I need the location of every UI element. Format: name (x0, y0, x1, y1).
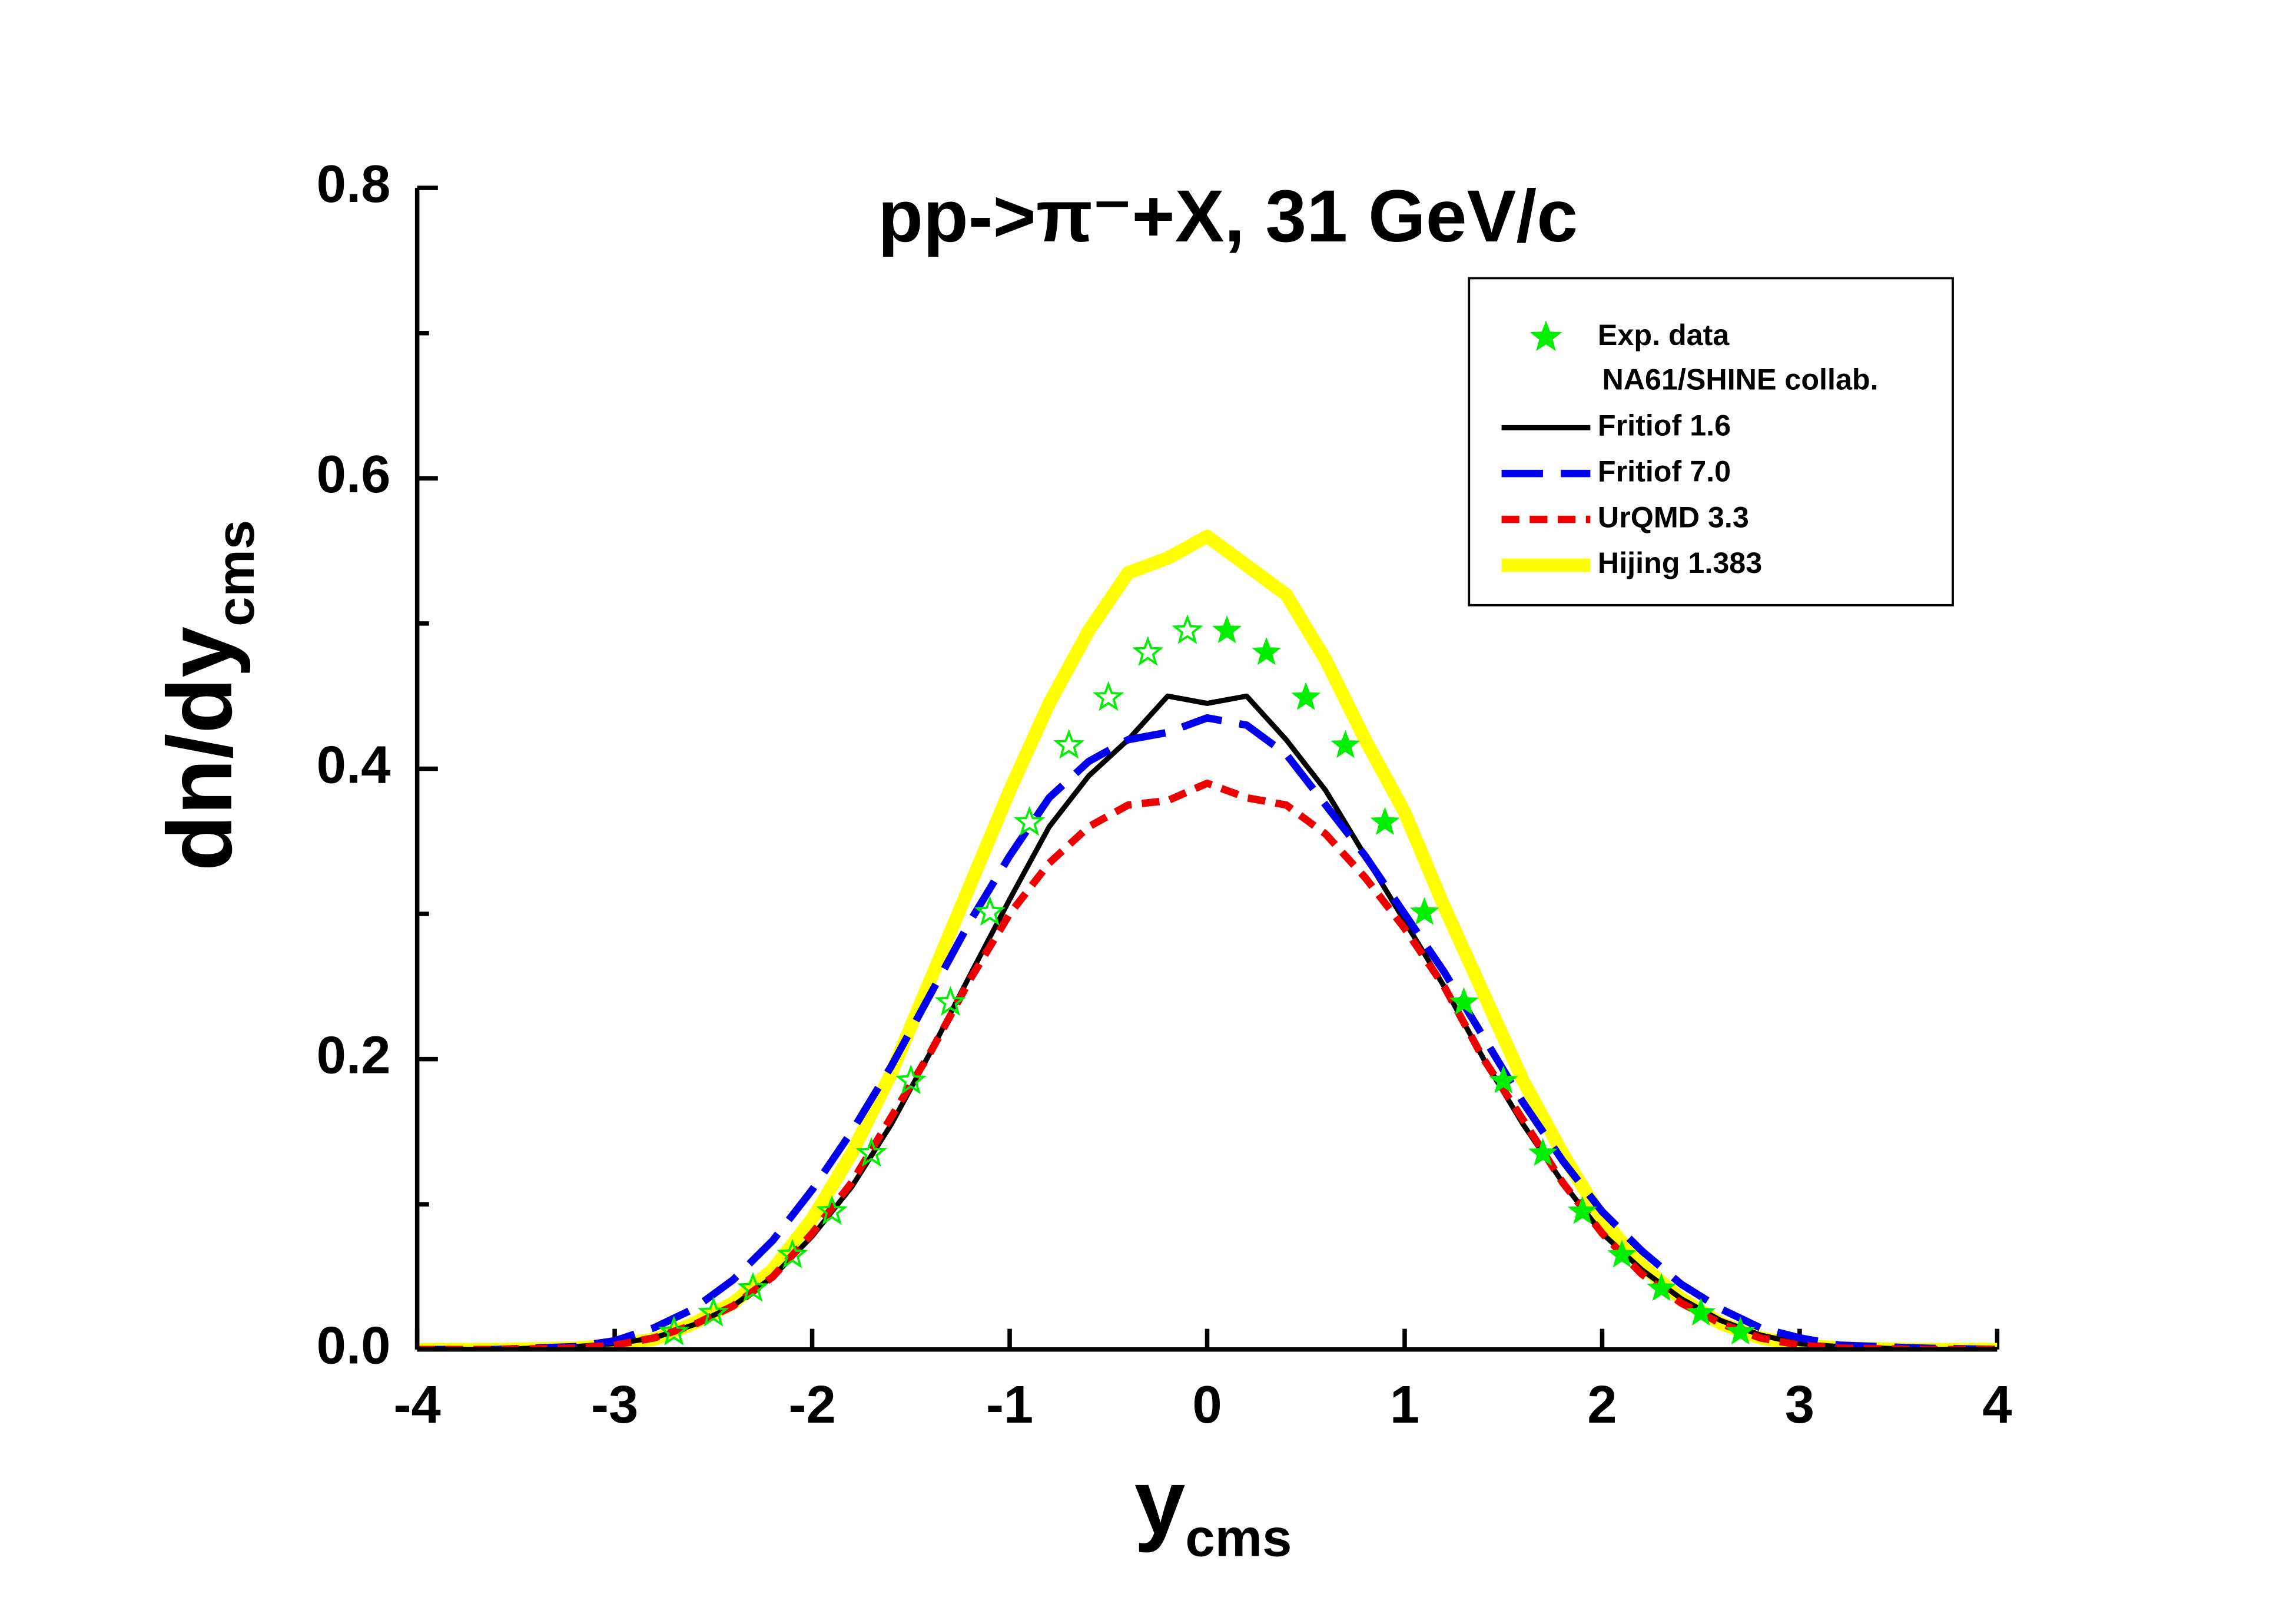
legend-label: Exp. data (1598, 319, 1730, 352)
x-tick-label: 0 (1192, 1375, 1222, 1434)
y-axis-label: dn/dycms (149, 520, 266, 871)
data-point (816, 1195, 848, 1225)
data-point (1013, 806, 1046, 836)
x-label-sub: cms (1185, 1508, 1292, 1567)
data-point (855, 1136, 887, 1167)
y-tick-label: 0.4 (317, 735, 391, 794)
data-point (1409, 897, 1439, 925)
data-point (1488, 1065, 1518, 1093)
data-point (1528, 1138, 1558, 1166)
x-tick-label: -3 (591, 1375, 638, 1434)
curve (417, 779, 1998, 1350)
x-axis-label: ycms (1134, 1451, 1292, 1567)
data-point (1132, 636, 1164, 666)
y-label-sub: cms (206, 520, 266, 627)
curve (417, 529, 1998, 1350)
data-point (1212, 615, 1242, 644)
x-label-main: y (1134, 1451, 1186, 1553)
legend-label: Hijing 1.383 (1598, 546, 1762, 579)
data-point (974, 896, 1006, 926)
y-tick-label: 0.0 (317, 1316, 391, 1376)
x-tick-label: -2 (788, 1375, 835, 1434)
x-tick-label: 4 (1982, 1375, 2012, 1434)
legend-note: NA61/SHINE collab. (1602, 363, 1878, 396)
data-point (1567, 1196, 1597, 1224)
y-tick-label: 0.2 (317, 1026, 391, 1085)
chart-title: pp->π⁻+X, 31 GeV/c (878, 174, 1578, 257)
y-label-main: dn/dy (149, 627, 251, 871)
data-point (658, 1315, 690, 1345)
legend-symbol (1529, 320, 1562, 352)
data-point (1449, 987, 1479, 1015)
data-point (1252, 637, 1282, 665)
y-tick-label: 0.8 (317, 154, 391, 214)
x-tick-label: -4 (393, 1375, 440, 1434)
x-tick-label: 3 (1785, 1375, 1814, 1434)
data-point (1172, 614, 1203, 644)
data-point (777, 1238, 808, 1269)
data-point (934, 986, 967, 1016)
data-point (1093, 681, 1124, 711)
curve (417, 714, 1998, 1350)
legend-label: Fritiof 7.0 (1598, 455, 1731, 488)
data-point (1686, 1297, 1716, 1326)
x-tick-label: 1 (1390, 1375, 1419, 1434)
data-point (895, 1064, 927, 1095)
data-point (737, 1272, 769, 1302)
curve (417, 693, 1998, 1350)
data-point (1607, 1240, 1637, 1268)
data-point (1053, 729, 1085, 759)
legend-label: Fritiof 1.6 (1598, 409, 1731, 442)
data-point (698, 1297, 729, 1327)
data-point (1726, 1316, 1756, 1345)
data-point (1647, 1273, 1677, 1301)
x-tick-label: -1 (986, 1375, 1033, 1434)
legend-label: UrQMD 3.3 (1598, 501, 1749, 533)
x-tick-label: 2 (1587, 1375, 1617, 1434)
y-tick-label: 0.6 (317, 445, 391, 504)
data-point (1370, 807, 1400, 835)
data-point (1331, 730, 1361, 758)
data-point (1291, 682, 1321, 710)
